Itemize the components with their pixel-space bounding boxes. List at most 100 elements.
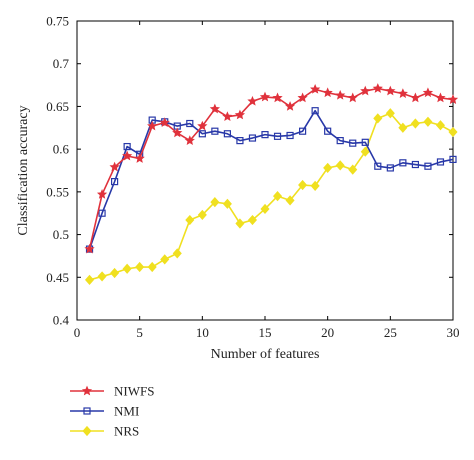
legend-label: NIWFS <box>114 384 154 399</box>
y-axis-label: Classification accuracy <box>16 105 31 235</box>
data-point-niwfs <box>397 88 408 98</box>
data-point-niwfs <box>184 135 195 145</box>
y-tick-label: 0.6 <box>53 142 70 157</box>
axis-ticks: 0 5 10 15 20 25 30 0.4 0.45 0.5 0.55 0.6 0.65 0.7 0.75 <box>46 14 459 341</box>
data-point-nmi <box>286 131 294 140</box>
data-point-niwfs <box>284 101 296 111</box>
x-tick-label: 10 <box>196 325 209 340</box>
data-point-nrs <box>435 120 446 131</box>
data-point-nrs <box>348 164 358 175</box>
legend-label: NRS <box>114 424 139 439</box>
y-tick-label: 0.45 <box>46 270 69 285</box>
data-point-niwfs <box>259 91 271 102</box>
data-point-nrs <box>197 209 207 221</box>
data-point-nmi <box>98 209 106 217</box>
data-point-nmi <box>198 130 206 138</box>
data-point-nrs <box>410 118 420 129</box>
data-point-nmi <box>110 178 119 186</box>
data-point-niwfs <box>109 161 120 172</box>
data-point-nrs <box>385 108 395 119</box>
data-point-niwfs <box>147 120 158 131</box>
legend: NIWFS NMI NRS <box>70 384 154 439</box>
x-tick-label: 20 <box>321 325 334 340</box>
data-point-nrs <box>247 214 258 226</box>
data-point-niwfs <box>272 92 283 103</box>
data-point-nrs <box>97 271 107 282</box>
data-point-niwfs <box>447 94 459 104</box>
y-tick-label: 0.7 <box>53 56 70 71</box>
x-tick-label: 25 <box>384 325 397 340</box>
data-point-nrs <box>172 248 182 259</box>
data-point-niwfs <box>159 117 170 128</box>
data-point-nrs <box>185 214 195 226</box>
data-point-nrs <box>448 126 458 138</box>
data-point-nrs <box>147 261 157 273</box>
data-point-niwfs <box>297 92 308 103</box>
data-point-nrs <box>235 218 245 229</box>
data-point-nrs <box>423 116 433 127</box>
plot-frame <box>76 20 454 321</box>
data-point-nrs <box>210 197 220 208</box>
data-point-nrs <box>135 261 145 273</box>
series-line-nrs <box>89 112 454 281</box>
data-point-nmi <box>399 159 407 167</box>
series-line-nmi <box>88 109 454 250</box>
data-point-nrs <box>84 274 95 285</box>
series-line-niwfs <box>88 87 454 250</box>
y-tick-label: 0.4 <box>53 313 70 328</box>
x-tick-label: 0 <box>74 325 81 340</box>
data-point-nrs <box>222 198 232 209</box>
series-nrs <box>84 108 458 285</box>
y-tick-label: 0.75 <box>46 14 69 29</box>
series-lines <box>84 83 459 285</box>
data-point-nmi <box>449 155 457 163</box>
x-tick-label: 5 <box>136 325 143 340</box>
data-point-nrs <box>323 162 333 174</box>
data-point-nrs <box>110 267 120 279</box>
legend-swatch-marker <box>82 425 92 437</box>
data-point-nmi <box>349 139 357 147</box>
data-point-nmi <box>123 142 131 151</box>
data-point-niwfs <box>172 127 183 138</box>
data-point-nrs <box>310 180 320 191</box>
data-point-nrs <box>298 179 308 191</box>
data-point-niwfs <box>347 92 358 103</box>
data-point-niwfs <box>234 109 246 120</box>
data-point-niwfs <box>335 89 346 100</box>
data-point-nrs <box>335 160 345 171</box>
legend-swatch-marker <box>83 407 91 415</box>
data-point-nmi <box>211 127 219 135</box>
y-tick-label: 0.65 <box>46 99 69 114</box>
x-tick-label: 15 <box>259 325 272 340</box>
data-point-niwfs <box>84 243 95 254</box>
data-point-nmi <box>223 130 231 138</box>
data-point-niwfs <box>209 103 220 114</box>
data-point-niwfs <box>360 85 371 96</box>
data-point-nrs <box>360 146 370 157</box>
data-point-niwfs <box>422 87 434 98</box>
data-point-nrs <box>398 122 408 133</box>
data-point-nmi <box>336 137 344 145</box>
data-point-niwfs <box>310 83 321 94</box>
data-point-nmi <box>186 119 194 128</box>
y-tick-label: 0.55 <box>46 184 69 199</box>
data-point-nrs <box>272 191 283 202</box>
data-point-nmi <box>361 138 369 146</box>
legend-item-nrs: NRS <box>70 424 139 439</box>
data-point-niwfs <box>385 85 396 96</box>
data-point-niwfs <box>122 150 133 161</box>
data-point-nmi <box>299 127 307 135</box>
data-point-nmi <box>386 164 394 172</box>
series-niwfs <box>84 83 459 254</box>
y-tick-label: 0.5 <box>53 227 69 242</box>
data-point-niwfs <box>322 87 333 98</box>
data-point-niwfs <box>435 92 446 103</box>
data-point-nrs <box>122 263 132 274</box>
data-point-niwfs <box>247 95 258 106</box>
data-point-nmi <box>248 134 257 142</box>
data-point-niwfs <box>372 83 383 93</box>
data-point-nrs <box>260 203 270 215</box>
data-point-nrs <box>285 195 295 206</box>
